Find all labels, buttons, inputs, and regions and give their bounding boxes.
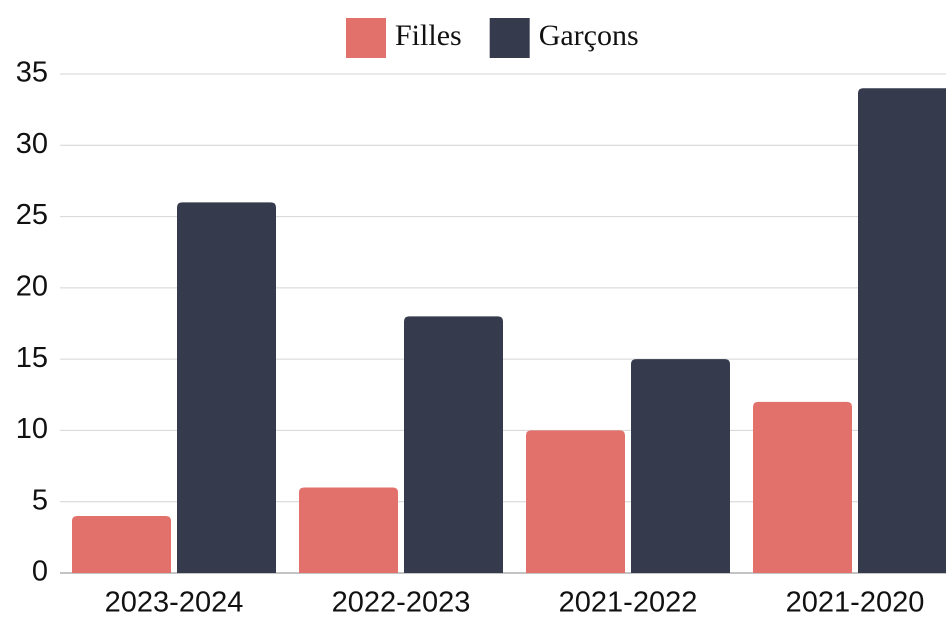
y-tick-label: 10 <box>16 413 48 445</box>
legend-swatch <box>346 18 386 58</box>
y-tick-label: 35 <box>16 57 48 89</box>
bar <box>177 202 276 574</box>
bar <box>858 88 946 573</box>
x-tick-label: 2023-2024 <box>105 587 244 618</box>
legend-swatch <box>489 18 530 58</box>
x-tick-label: 2022-2023 <box>332 587 471 618</box>
bar <box>404 316 503 573</box>
bar <box>299 487 398 573</box>
bar <box>753 401 852 573</box>
x-tick-label: 2021-2022 <box>559 587 698 618</box>
bar <box>526 430 625 573</box>
legend-text: Garçons <box>539 19 639 52</box>
y-tick-label: 20 <box>16 271 48 303</box>
y-tick-label: 5 <box>32 484 48 516</box>
y-tick-label: 30 <box>16 128 48 160</box>
legend-text: Filles <box>395 19 462 52</box>
y-tick-label: 0 <box>32 556 48 588</box>
x-tick-label: 2021-2020 <box>786 587 925 618</box>
bar <box>72 515 171 573</box>
bar <box>631 359 730 573</box>
y-tick-label: 25 <box>16 199 48 231</box>
y-tick-label: 15 <box>16 342 48 374</box>
